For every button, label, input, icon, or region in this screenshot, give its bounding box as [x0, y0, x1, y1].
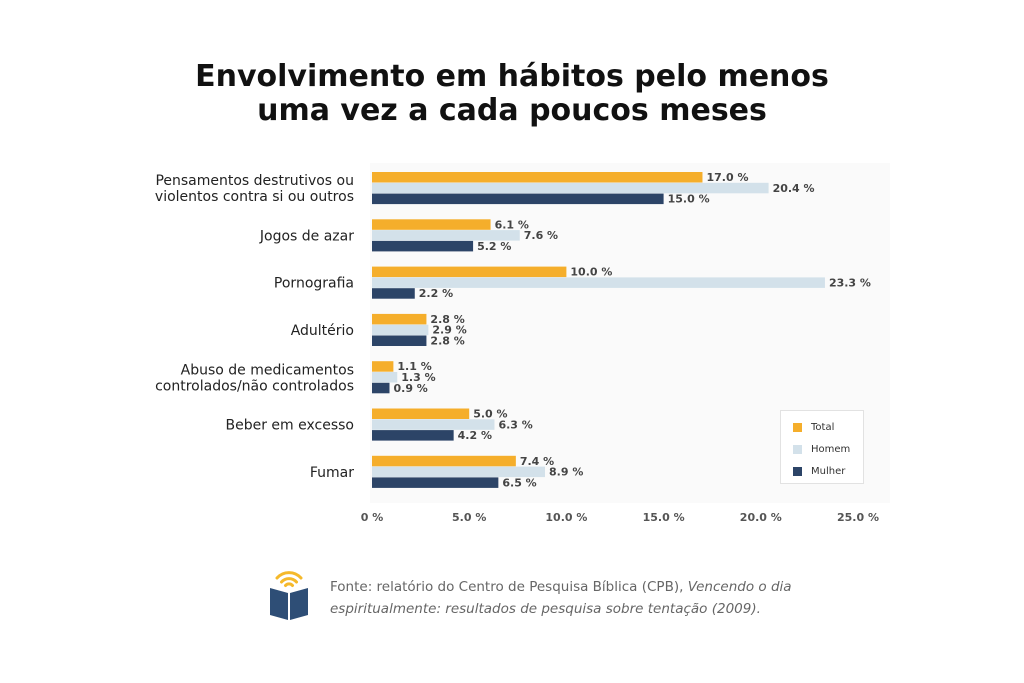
category-label: Pensamentos destrutivos ou — [155, 173, 354, 189]
data-label-mulher: 2.2 % — [419, 287, 453, 300]
category-label: Beber em excesso — [226, 418, 355, 434]
bar-homem — [372, 466, 546, 478]
data-label-mulher: 0.9 % — [393, 382, 427, 395]
bar-homem — [372, 182, 769, 194]
legend-label-homem: Homem — [811, 443, 851, 455]
legend-swatch-homem — [793, 444, 802, 454]
bar-mulher — [372, 193, 664, 205]
category-label: Fumar — [310, 465, 354, 481]
source-note: Fonte: relatório do Centro de Pesquisa B… — [330, 576, 850, 620]
legend-item-total: Total — [793, 420, 834, 434]
data-label-homem: 20.4 % — [773, 182, 815, 195]
source-text: Fonte: relatório do Centro de Pesquisa B… — [330, 579, 688, 595]
data-label-homem: 7.6 % — [524, 229, 558, 242]
legend-label-mulher: Mulher — [811, 465, 846, 477]
bar-homem — [372, 277, 825, 288]
footer: Fonte: relatório do Centro de Pesquisa B… — [268, 566, 848, 626]
x-tick-label: 25.0 % — [837, 511, 879, 524]
legend-swatch-mulher — [793, 466, 802, 476]
data-label-total: 2.8 % — [430, 313, 464, 326]
data-label-homem: 6.3 % — [498, 418, 532, 431]
legend-swatch-total — [793, 422, 802, 432]
category-label: Jogos de azar — [259, 228, 354, 244]
data-label-mulher: 4.2 % — [458, 429, 492, 442]
x-tick-label: 20.0 % — [740, 511, 782, 524]
data-label-total: 6.1 % — [495, 218, 529, 231]
bar-total — [372, 219, 491, 230]
category-label: Abuso de medicamentos — [181, 362, 354, 378]
data-label-total: 17.0 % — [706, 171, 748, 184]
data-label-mulher: 6.5 % — [502, 476, 536, 489]
data-label-total: 10.0 % — [570, 266, 612, 279]
bar-homem — [372, 230, 520, 241]
category-label: controlados/não controlados — [155, 378, 354, 394]
legend-item-homem: Homem — [793, 442, 850, 456]
data-label-homem: 23.3 % — [829, 276, 871, 289]
legend: Total Homem Mulher — [780, 410, 864, 484]
bar-mulher — [372, 288, 415, 299]
category-label: Adultério — [291, 323, 354, 339]
x-tick-label: 5.0 % — [452, 511, 486, 524]
bar-total — [372, 408, 470, 419]
bar-total — [372, 172, 703, 183]
chart-title-line-2: uma vez a cada poucos meses — [257, 93, 767, 128]
chart-title: Envolvimento em hábitos pelo menos uma v… — [0, 60, 1024, 128]
category-label: violentos contra si ou outros — [155, 189, 354, 205]
category-label: Pornografia — [274, 276, 354, 292]
bar-total — [372, 361, 394, 372]
data-label-mulher: 5.2 % — [477, 240, 511, 253]
bar-homem — [372, 372, 398, 383]
bar-total — [372, 266, 567, 278]
legend-item-mulher: Mulher — [793, 464, 845, 478]
data-label-total: 5.0 % — [473, 408, 507, 421]
bar-mulher — [372, 240, 474, 252]
book-wifi-icon — [270, 571, 308, 620]
bar-mulher — [372, 477, 499, 488]
bar-mulher — [372, 382, 390, 394]
data-label-mulher: 2.8 % — [430, 335, 464, 348]
chart-title-line-1: Envolvimento em hábitos pelo menos — [195, 59, 829, 94]
data-label-total: 1.1 % — [397, 360, 431, 373]
data-label-mulher: 15.0 % — [668, 193, 710, 206]
data-label-total: 7.4 % — [520, 455, 554, 468]
data-label-homem: 2.9 % — [432, 324, 466, 337]
legend-label-total: Total — [811, 421, 835, 433]
data-label-homem: 8.9 % — [549, 466, 583, 479]
source-title: Vencendo o dia espiritualmente: resultad… — [330, 579, 792, 617]
bar-mulher — [372, 335, 427, 346]
bar-homem — [372, 419, 495, 430]
data-label-homem: 1.3 % — [401, 371, 435, 384]
x-tick-label: 15.0 % — [643, 511, 685, 524]
x-tick-label: 0 % — [361, 511, 384, 524]
bar-homem — [372, 324, 429, 336]
bar-total — [372, 455, 516, 467]
x-tick-label: 10.0 % — [545, 511, 587, 524]
bar-mulher — [372, 430, 454, 441]
bar-total — [372, 313, 427, 325]
